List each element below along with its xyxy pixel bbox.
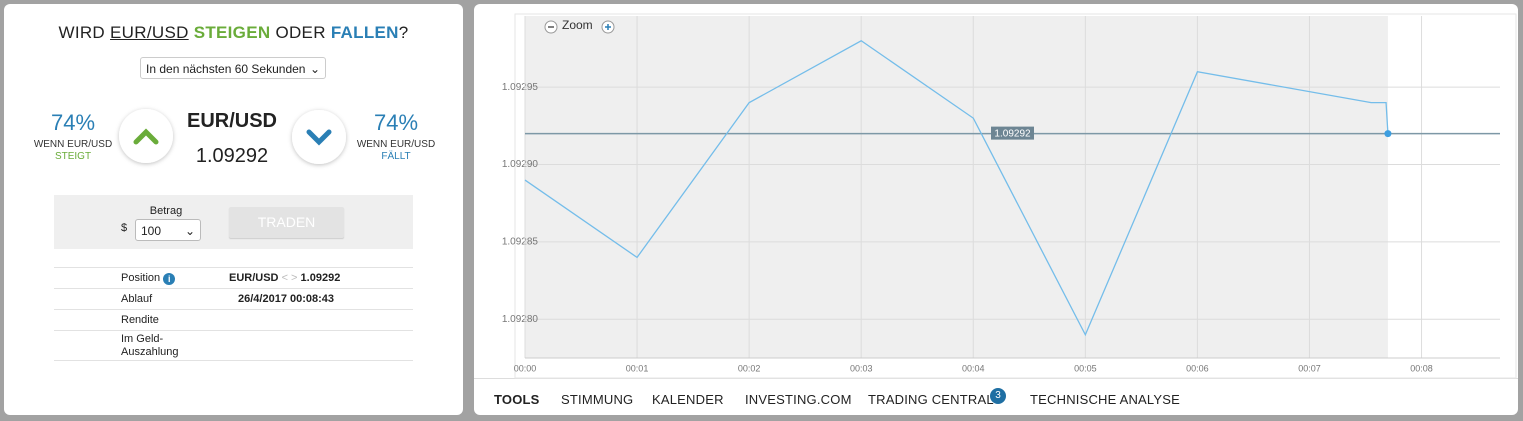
period-text: In den nächsten 60 Sekunden [146,62,306,76]
up-direction: STEIGT [54,151,92,162]
x-tick-label: 00:06 [1186,363,1209,373]
question-up: STEIGEN [193,23,271,42]
divider [54,330,413,331]
past-region [525,16,1388,358]
up-button[interactable] [119,109,173,163]
amount-currency: $ [121,222,128,234]
amount-label: Betrag [149,205,183,217]
down-caption: WENN EUR/USD [356,139,436,150]
x-tick-label: 00:00 [514,363,537,373]
divider [54,309,413,310]
tab[interactable]: TECHNISCHE ANALYSE [1030,392,1181,407]
position-pair: EUR/USD [229,272,279,284]
x-tick-label: 00:01 [626,363,649,373]
up-payout: 74% [50,110,96,135]
price-line [524,39,1389,337]
x-tick-label: 00:04 [962,363,985,373]
divider [54,288,413,289]
divider [54,360,413,361]
y-tick-label: 1.09290 [502,159,539,170]
amount-select[interactable]: 100 ⌄ [135,219,201,241]
zoom-in-icon [605,24,611,30]
y-tick-label: 1.09280 [502,314,539,325]
y-tick-label: 1.09295 [502,82,539,93]
current-price-label: 1.09292 [994,128,1031,139]
x-tick-label: 00:07 [1298,363,1321,373]
asset-pair: EUR/USD [186,110,277,132]
position-separator: < > [281,272,298,284]
up-caption: WENN EUR/USD [33,139,113,150]
tab[interactable]: TOOLS [494,392,540,407]
tab[interactable]: KALENDER [652,392,724,407]
x-tick-label: 00:08 [1410,363,1433,373]
period-select[interactable]: In den nächsten 60 Sekunden ⌄ [140,57,326,79]
expiry-value: 26/4/2017 00:08:43 [238,293,335,305]
position-label: Position [121,272,161,284]
detail-label: Position i [121,272,176,285]
x-tick-label: 00:02 [738,363,761,373]
question-suffix: ? [398,23,409,42]
question-pair: EUR/USD [110,23,189,42]
trade-button[interactable]: TRADEN [229,207,344,238]
dropdown-arrow: ⌄ [184,224,195,238]
tab-badge: 3 [990,388,1006,404]
current-point [1384,130,1392,138]
question: WIRD EUR/USD STEIGEN ODER FALLEN? [4,23,463,43]
dropdown-arrow: ⌄ [309,62,320,76]
question-prefix: WIRD [58,23,106,42]
divider [54,267,413,268]
down-button[interactable] [292,110,346,164]
y-tick-label: 1.09285 [502,237,539,248]
x-tick-label: 00:03 [850,363,873,373]
x-tick-label: 00:05 [1074,363,1097,373]
amount-value: 100 [141,224,162,238]
direction-buttons [119,109,346,164]
current-price-box [991,126,1034,140]
payout-label: Im Geld-Auszahlung [121,333,179,358]
return-label: Rendite [121,314,159,326]
expiry-label: Ablauf [121,293,153,305]
position-price: 1.09292 [300,272,341,284]
tab[interactable]: INVESTING.COM [745,392,852,407]
zoom-label: Zoom [562,18,593,32]
position-value: EUR/USD < > 1.09292 [229,272,340,284]
asset-price: 1.09292 [195,145,269,167]
down-direction: FÄLLT [381,151,411,162]
down-payout: 74% [373,110,419,135]
question-middle: ODER [275,23,326,42]
question-down: FALLEN [330,23,399,42]
info-icon[interactable]: i [163,273,176,285]
tab[interactable]: TRADING CENTRAL [868,392,994,407]
tab[interactable]: STIMMUNG [561,392,634,407]
